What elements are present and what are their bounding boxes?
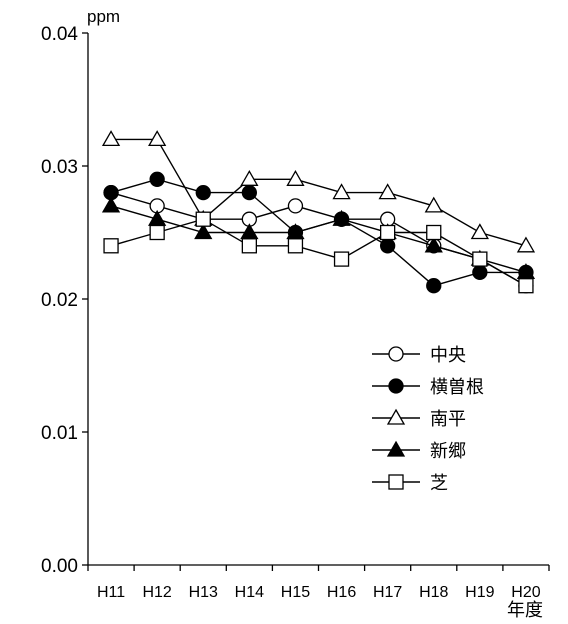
data-point [287,198,304,214]
data-point [241,184,258,201]
series-3 [101,130,536,253]
data-point [103,238,119,254]
data-point [332,209,351,226]
legend-label: 芝 [430,473,448,493]
x-tick-label: H19 [465,584,494,601]
data-point [241,238,258,254]
data-point [287,238,304,254]
legend-marker [388,346,404,362]
legend-entry: 横曽根 [372,377,484,397]
data-point [149,171,165,187]
axes: 0.00 0.01 0.02 0.03 0.04 H11 H12 H13 H14 H15 H16 H1… [41,24,550,601]
data-point [470,223,489,240]
data-point [518,278,534,294]
data-point [101,130,121,147]
legend-marker [388,474,404,490]
y-axis-unit-label: ppm [87,7,120,26]
x-tick-label: H14 [235,584,264,601]
x-tick-label: H11 [97,584,125,601]
x-tick-label: H15 [281,584,310,601]
series-layer [101,130,536,294]
series-line [110,218,527,287]
legend-label: 中央 [430,345,466,365]
data-point [148,130,167,147]
legend-marker [386,440,406,457]
x-tick-label: H16 [327,584,356,601]
x-tick-label: H17 [373,584,402,601]
y-tick-label: 0.01 [41,423,78,444]
data-point [426,278,442,294]
y-tick-label: 0.00 [41,556,78,577]
data-point [516,236,536,253]
legend-entry: 芝 [372,473,448,493]
legend-entry: 南平 [372,408,466,429]
x-axis-unit-label: 年度 [507,600,543,620]
legend-entry: 新郷 [372,440,466,461]
data-point [194,223,213,240]
legend-label: 南平 [430,409,466,429]
legend-entry: 中央 [372,345,466,365]
series-5 [103,211,534,294]
data-point [424,196,443,213]
data-point [240,223,259,240]
x-tick-label: H12 [142,584,171,601]
series-line [111,138,527,247]
data-point [195,211,211,227]
data-point [149,224,165,241]
data-point [101,196,121,213]
series-4 [101,196,536,280]
series-1 [103,184,534,294]
data-point [286,169,305,186]
series-line [110,178,526,287]
data-point [426,224,442,241]
data-point [424,236,443,253]
legend-label: 横曽根 [430,377,484,397]
data-point [195,184,211,201]
series-2 [103,171,534,294]
y-tick-label: 0.04 [41,24,78,45]
data-point [379,224,396,241]
legend-label: 新郷 [430,441,466,461]
y-tick-label: 0.02 [41,290,78,311]
x-tick-label: H20 [511,584,540,601]
legend-marker [386,408,406,425]
series-line [110,205,527,274]
data-point [240,169,259,186]
data-point [472,264,488,281]
data-point [378,183,397,200]
data-point [379,238,396,254]
data-point [332,183,351,200]
y-tick-label: 0.03 [41,157,78,178]
x-tick-label: H13 [189,584,218,601]
data-point [333,251,350,267]
legend-marker [388,378,404,394]
series-line [110,191,527,287]
data-point [472,251,488,267]
x-tick-label: H18 [419,584,448,601]
